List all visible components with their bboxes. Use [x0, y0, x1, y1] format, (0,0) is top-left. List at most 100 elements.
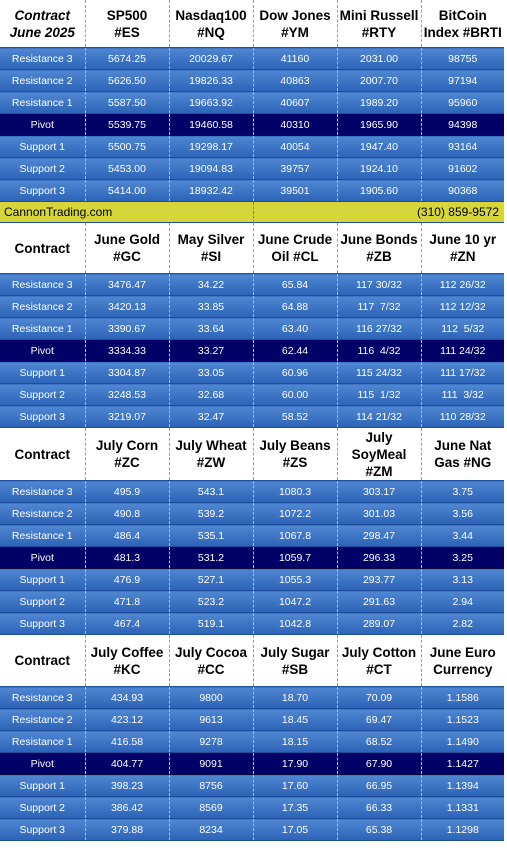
level-value: 9800	[168, 686, 253, 709]
level-row: Resistance 1 5587.50 19663.92 40607 1989.20 9…	[0, 91, 504, 114]
instrument-header: July Beans #ZS	[252, 428, 337, 481]
level-value: 34.22	[168, 273, 253, 296]
instrument-header: July Coffee #KC	[84, 635, 169, 687]
level-value: 5453.00	[84, 157, 169, 180]
level-value: 117 30/32	[336, 273, 421, 296]
level-value: 1924.10	[336, 157, 421, 180]
level-value: 33.85	[168, 295, 253, 318]
level-row: Resistance 1 3390.67 33.64 63.40 116 27/32 11…	[0, 317, 504, 340]
level-value: 1072.2	[252, 502, 337, 525]
level-value: 39757	[252, 157, 337, 180]
level-value: 112 5/32	[420, 317, 504, 340]
level-row: Support 1 5500.75 19298.17 40054 1947.40 9316…	[0, 135, 504, 158]
level-label: Support 1	[0, 135, 85, 158]
level-value: 1059.7	[252, 546, 337, 569]
level-value: 490.8	[84, 502, 169, 525]
level-value: 94398	[420, 113, 504, 136]
level-value: 95960	[420, 91, 504, 114]
level-value: 1.1427	[420, 752, 504, 775]
level-value: 5500.75	[84, 135, 169, 158]
level-value: 8234	[168, 818, 253, 841]
level-value: 70.09	[336, 686, 421, 709]
level-label: Pivot	[0, 113, 85, 136]
contract-header: Contract	[0, 223, 85, 274]
level-value: 476.9	[84, 568, 169, 591]
level-label: Support 2	[0, 796, 85, 819]
level-label: Support 2	[0, 157, 85, 180]
level-value: 40310	[252, 113, 337, 136]
level-value: 63.40	[252, 317, 337, 340]
level-value: 18.45	[252, 708, 337, 731]
contract-header: Contract	[0, 428, 85, 481]
level-value: 3476.47	[84, 273, 169, 296]
level-row: Resistance 3 5674.25 20029.67 41160 2031.00 9…	[0, 47, 504, 70]
level-value: 3420.13	[84, 295, 169, 318]
level-row: Resistance 3 495.9 543.1 1080.3 303.17 3.75	[0, 480, 504, 503]
block-metals-energy-rates: Contract June Gold #GC May Silver #SI June …	[0, 223, 507, 428]
level-value: 19460.58	[168, 113, 253, 136]
level-label: Support 3	[0, 612, 85, 635]
level-row: Support 1 398.23 8756 17.60 66.95 1.1394	[0, 774, 504, 797]
level-value: 117 7/32	[336, 295, 421, 318]
instrument-header: July Corn #ZC	[84, 428, 169, 481]
level-label: Support 2	[0, 383, 85, 406]
level-row: Resistance 2 5626.50 19826.33 40863 2007.70 9…	[0, 69, 504, 92]
level-value: 519.1	[168, 612, 253, 635]
level-value: 114 21/32	[336, 405, 421, 428]
level-value: 1.1523	[420, 708, 504, 731]
level-value: 5414.00	[84, 179, 169, 202]
level-value: 115 24/32	[336, 361, 421, 384]
level-row: Support 2 3248.53 32.68 60.00 115 1/32 111 3/…	[0, 383, 504, 406]
level-value: 3219.07	[84, 405, 169, 428]
level-value: 1905.60	[336, 179, 421, 202]
level-value: 41160	[252, 47, 337, 70]
instrument-header: May Silver #SI	[168, 223, 253, 274]
level-value: 19826.33	[168, 69, 253, 92]
pivot-row: Pivot 481.3 531.2 1059.7 296.33 3.25	[0, 546, 504, 569]
instrument-header: July Sugar #SB	[252, 635, 337, 687]
level-value: 39501	[252, 179, 337, 202]
level-value: 8569	[168, 796, 253, 819]
level-label: Resistance 1	[0, 524, 85, 547]
level-label: Support 3	[0, 179, 85, 202]
level-value: 527.1	[168, 568, 253, 591]
level-label: Support 1	[0, 361, 85, 384]
level-value: 62.44	[252, 339, 337, 362]
block-grains-gas: Contract July Corn #ZC July Wheat #ZW July …	[0, 428, 507, 635]
instrument-header: June Euro Currency	[420, 635, 504, 687]
level-value: 3.56	[420, 502, 504, 525]
level-value: 2007.70	[336, 69, 421, 92]
level-value: 65.84	[252, 273, 337, 296]
level-value: 66.33	[336, 796, 421, 819]
level-value: 93164	[420, 135, 504, 158]
level-value: 60.00	[252, 383, 337, 406]
contract-header: Contract June 2025	[0, 0, 85, 48]
level-label: Pivot	[0, 546, 85, 569]
instrument-header: June Nat Gas #NG	[420, 428, 504, 481]
level-value: 1965.90	[336, 113, 421, 136]
level-label: Resistance 1	[0, 730, 85, 753]
level-value: 111 3/32	[420, 383, 504, 406]
level-value: 3.13	[420, 568, 504, 591]
level-value: 3.44	[420, 524, 504, 547]
level-value: 531.2	[168, 546, 253, 569]
level-row: Support 3 467.4 519.1 1042.8 289.07 2.82	[0, 612, 504, 635]
block-indices: Contract June 2025 SP500 #ES Nasdaq100 #NQ…	[0, 0, 507, 202]
header-row: Contract July Coffee #KC July Cocoa #CC Jul…	[0, 635, 504, 687]
level-value: 486.4	[84, 524, 169, 547]
level-label: Pivot	[0, 752, 85, 775]
level-value: 5674.25	[84, 47, 169, 70]
level-value: 116 4/32	[336, 339, 421, 362]
level-value: 33.64	[168, 317, 253, 340]
level-row: Resistance 2 3420.13 33.85 64.88 117 7/32 112…	[0, 295, 504, 318]
banner-site[interactable]: CannonTrading.com	[4, 205, 113, 219]
instrument-header: July Cocoa #CC	[168, 635, 253, 687]
level-value: 379.88	[84, 818, 169, 841]
level-label: Resistance 3	[0, 480, 85, 503]
level-value: 8756	[168, 774, 253, 797]
level-label: Resistance 3	[0, 273, 85, 296]
level-value: 5626.50	[84, 69, 169, 92]
level-value: 298.47	[336, 524, 421, 547]
level-value: 1080.3	[252, 480, 337, 503]
